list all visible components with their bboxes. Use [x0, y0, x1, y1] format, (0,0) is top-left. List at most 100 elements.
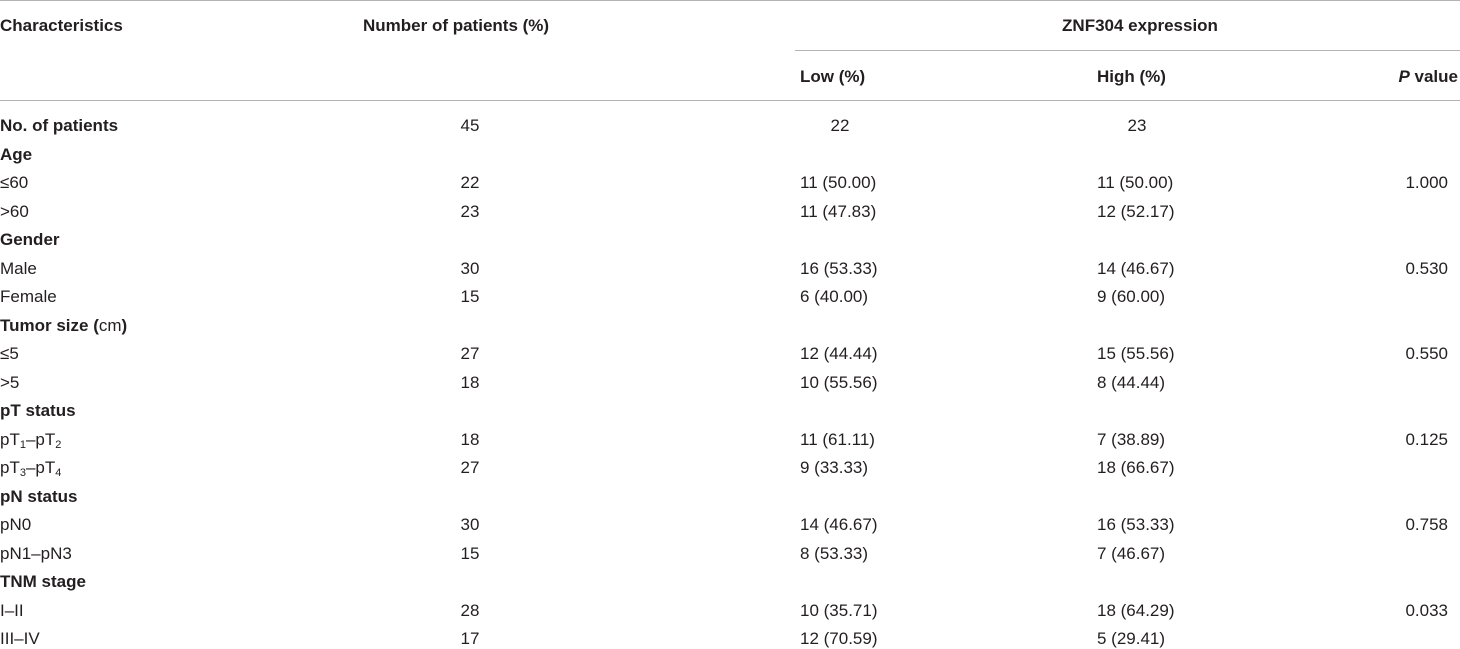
cell-p-value: 0.758 [1405, 515, 1448, 534]
col-header-znf304-expression: ZNF304 expression [1062, 16, 1218, 35]
section-heading: pT status [0, 401, 76, 421]
subscript: 2 [55, 439, 62, 451]
cell-high: 5 (29.41) [1097, 629, 1166, 648]
subscript: 4 [55, 467, 62, 479]
cell-p-value: 0.530 [1405, 259, 1448, 278]
cell-low: 22 [830, 116, 850, 135]
col-header-number-of-patients: Number of patients (%) [363, 16, 550, 35]
header-bottom-rule [0, 100, 1460, 101]
cell-number: 17 [460, 629, 480, 648]
row-label-text: No. of patients [0, 116, 119, 135]
row-label: Male [0, 259, 37, 279]
row-label: ≤5 [0, 344, 19, 364]
section-heading: Gender [0, 230, 60, 250]
cell-low: 6 (40.00) [800, 287, 869, 306]
col-header-p-value: P value [1398, 67, 1458, 87]
cell-high: 23 [1127, 116, 1147, 135]
section-heading: Tumor size (cm) [0, 316, 127, 336]
cell-number: 45 [460, 116, 480, 135]
cell-number: 22 [460, 173, 480, 192]
cell-number: 30 [460, 259, 480, 278]
row-label: I–II [0, 601, 24, 621]
cell-p-value: 0.550 [1405, 344, 1448, 363]
cell-low: 12 (70.59) [800, 629, 878, 648]
cell-number: 27 [460, 458, 480, 477]
cell-low: 10 (55.56) [800, 373, 878, 392]
cell-low: 14 (46.67) [800, 515, 878, 534]
row-label-text: Gender [0, 230, 60, 249]
row-label-text: pN1–pN3 [0, 544, 72, 563]
group-rule [795, 50, 1460, 51]
row-label-text: I–II [0, 601, 24, 620]
cell-high: 12 (52.17) [1097, 202, 1175, 221]
row-label: >60 [0, 202, 29, 222]
row-label-text: Female [0, 287, 57, 306]
col-header-low: Low (%) [800, 67, 866, 86]
cell-high: 18 (64.29) [1097, 601, 1175, 620]
col-header-characteristics: Characteristics [0, 16, 123, 35]
cell-high: 7 (46.67) [1097, 544, 1166, 563]
cell-number: 15 [460, 544, 480, 563]
cell-p-value: 0.033 [1405, 601, 1448, 620]
row-label: III–IV [0, 629, 40, 649]
cell-low: 10 (35.71) [800, 601, 878, 620]
row-label-end: ) [121, 316, 128, 335]
p-rest: value [1409, 67, 1458, 86]
section-heading: No. of patients [0, 116, 118, 136]
row-label-text: TNM stage [0, 572, 86, 591]
cell-low: 8 (53.33) [800, 544, 869, 563]
section-heading: Age [0, 145, 32, 165]
cell-p-value: 1.000 [1405, 173, 1448, 192]
row-label-text: >60 [0, 202, 29, 221]
subscript: 3 [19, 467, 26, 479]
row-label-text: ≤60 [0, 173, 29, 192]
cell-high: 18 (66.67) [1097, 458, 1175, 477]
cell-p-value: 0.125 [1405, 430, 1448, 449]
cell-number: 15 [460, 287, 480, 306]
row-label-text: III–IV [0, 629, 40, 648]
subscript: 1 [19, 439, 26, 451]
row-label-text: pT status [0, 401, 76, 420]
cell-number: 27 [460, 344, 480, 363]
row-label-text: >5 [0, 373, 20, 392]
section-heading: pN status [0, 487, 77, 507]
cell-high: 8 (44.44) [1097, 373, 1166, 392]
cell-high: 14 (46.67) [1097, 259, 1175, 278]
row-label-text: Tumor size ( [0, 316, 99, 335]
row-label: ≤60 [0, 173, 28, 193]
row-label-text: pN0 [0, 515, 32, 534]
section-heading: TNM stage [0, 572, 86, 592]
col-header-high: High (%) [1097, 67, 1166, 86]
cell-number: 18 [460, 373, 480, 392]
row-label-text: Age [0, 145, 33, 164]
cell-low: 9 (33.33) [800, 458, 869, 477]
row-label-mid: –pT [25, 430, 56, 449]
row-label-text: pN status [0, 487, 78, 506]
cell-low: 11 (47.83) [800, 202, 877, 221]
row-label: pT1–pT2 [0, 430, 61, 455]
row-label: pT3–pT4 [0, 458, 61, 483]
unit-text: cm [98, 316, 122, 335]
cell-number: 28 [460, 601, 480, 620]
cell-high: 16 (53.33) [1097, 515, 1175, 534]
p-italic: P [1398, 67, 1410, 86]
cell-high: 9 (60.00) [1097, 287, 1166, 306]
row-label: pN0 [0, 515, 31, 535]
cell-high: 7 (38.89) [1097, 430, 1166, 449]
row-label-mid: –pT [25, 458, 56, 477]
cell-high: 15 (55.56) [1097, 344, 1175, 363]
cell-high: 11 (50.00) [1097, 173, 1174, 192]
row-label: >5 [0, 373, 19, 393]
cell-low: 16 (53.33) [800, 259, 878, 278]
cell-low: 11 (61.11) [800, 430, 875, 449]
row-label-text: ≤5 [0, 344, 19, 363]
row-label: pN1–pN3 [0, 544, 72, 564]
cell-low: 11 (50.00) [800, 173, 877, 192]
row-label-text: pT [0, 458, 20, 477]
cell-low: 12 (44.44) [800, 344, 878, 363]
cell-number: 23 [460, 202, 480, 221]
row-label-text: pT [0, 430, 20, 449]
top-rule [0, 0, 1460, 1]
cell-number: 30 [460, 515, 480, 534]
row-label-text: Male [0, 259, 37, 278]
